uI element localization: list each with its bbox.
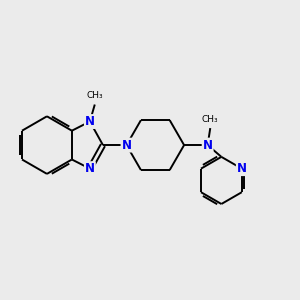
Text: N: N [202, 139, 213, 152]
Text: CH₃: CH₃ [86, 91, 103, 100]
Text: N: N [85, 162, 95, 175]
Text: N: N [237, 162, 247, 175]
Text: N: N [122, 139, 131, 152]
Text: CH₃: CH₃ [202, 115, 219, 124]
Text: N: N [85, 115, 95, 128]
